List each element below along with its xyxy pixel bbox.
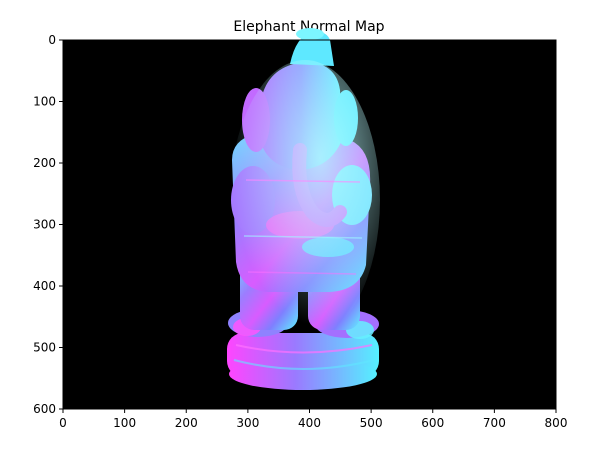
x-tick-label: 300: [236, 416, 259, 430]
y-axis-ticks: 0 100 200 300 400 500 600: [33, 33, 63, 416]
plot-frame: [62, 39, 557, 410]
y-tick-label: 300: [33, 218, 56, 232]
x-tick-label: 100: [113, 416, 136, 430]
x-tick-label: 700: [483, 416, 506, 430]
x-tick-label: 200: [175, 416, 198, 430]
elephant-statue-image: [227, 28, 380, 390]
y-tick-label: 0: [48, 33, 56, 47]
y-tick-label: 200: [33, 156, 56, 170]
y-tick-label: 600: [33, 402, 56, 416]
x-axis-ticks: 0 100 200 300 400 500 600 700 800: [59, 409, 567, 430]
y-tick-label: 400: [33, 279, 56, 293]
x-tick-label: 600: [421, 416, 444, 430]
y-tick-label: 100: [33, 95, 56, 109]
chart-title: Elephant Normal Map: [233, 19, 384, 35]
x-tick-label: 400: [298, 416, 321, 430]
y-tick-label: 500: [33, 341, 56, 355]
x-tick-label: 500: [360, 416, 383, 430]
x-tick-label: 0: [59, 416, 67, 430]
x-tick-label: 800: [545, 416, 568, 430]
